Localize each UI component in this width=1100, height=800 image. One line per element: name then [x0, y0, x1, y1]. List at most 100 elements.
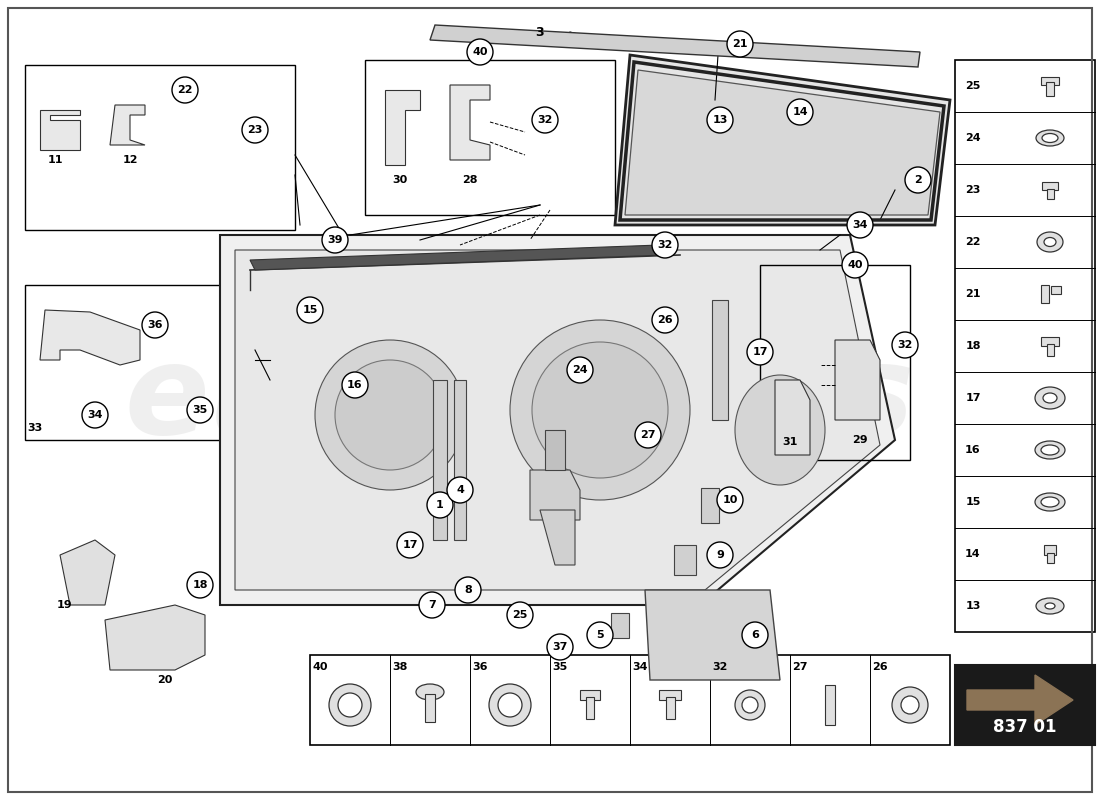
Circle shape [419, 592, 446, 618]
Polygon shape [104, 605, 205, 670]
Text: 15: 15 [966, 497, 981, 507]
Ellipse shape [1035, 441, 1065, 459]
Text: 32: 32 [658, 240, 673, 250]
Circle shape [532, 107, 558, 133]
Circle shape [172, 77, 198, 103]
Bar [1046, 344, 1054, 356]
Circle shape [187, 572, 213, 598]
Ellipse shape [498, 693, 522, 717]
Bar [1046, 82, 1054, 96]
Text: 17: 17 [403, 540, 418, 550]
Text: 18: 18 [192, 580, 208, 590]
Circle shape [342, 372, 369, 398]
Text: 17: 17 [966, 393, 981, 403]
Bar [825, 685, 835, 725]
Text: 13: 13 [713, 115, 728, 125]
Bar [674, 545, 696, 575]
Text: 33: 33 [28, 423, 43, 433]
Polygon shape [645, 590, 780, 680]
Polygon shape [450, 85, 490, 160]
Text: 23: 23 [248, 125, 263, 135]
Text: 9: 9 [716, 550, 724, 560]
Text: 34: 34 [852, 220, 868, 230]
Polygon shape [430, 25, 920, 67]
Text: 13: 13 [966, 601, 981, 611]
Text: 4: 4 [456, 485, 464, 495]
Text: 6: 6 [751, 630, 759, 640]
Text: 40: 40 [312, 662, 328, 672]
Circle shape [242, 117, 268, 143]
Ellipse shape [1044, 238, 1056, 246]
Circle shape [742, 622, 768, 648]
Text: 27: 27 [640, 430, 656, 440]
Ellipse shape [1041, 445, 1059, 455]
Ellipse shape [1041, 497, 1059, 507]
Text: 16: 16 [965, 445, 981, 455]
Text: 18: 18 [966, 341, 981, 351]
Text: 34: 34 [632, 662, 648, 672]
Text: 5: 5 [596, 630, 604, 640]
Circle shape [587, 622, 613, 648]
Ellipse shape [901, 696, 918, 714]
Text: eurospares: eurospares [125, 339, 915, 461]
Bar [666, 697, 674, 719]
Bar [1041, 337, 1059, 346]
Text: 27: 27 [792, 662, 807, 672]
Bar [955, 60, 1094, 632]
Polygon shape [110, 105, 145, 145]
Ellipse shape [1045, 603, 1055, 609]
Text: 17: 17 [752, 347, 768, 357]
Ellipse shape [1035, 387, 1065, 409]
Text: 20: 20 [157, 675, 173, 685]
Circle shape [717, 487, 743, 513]
Circle shape [905, 167, 931, 193]
Circle shape [566, 357, 593, 383]
Polygon shape [530, 470, 580, 520]
Text: 24: 24 [965, 133, 981, 143]
Circle shape [510, 320, 690, 500]
Text: 37: 37 [552, 642, 568, 652]
Circle shape [532, 342, 668, 478]
Circle shape [336, 360, 446, 470]
Text: 25: 25 [513, 610, 528, 620]
Text: 23: 23 [966, 185, 981, 195]
Text: 21: 21 [966, 289, 981, 299]
Text: 8: 8 [464, 585, 472, 595]
Polygon shape [615, 55, 950, 225]
Bar [701, 487, 719, 522]
Bar [955, 665, 1094, 745]
Bar [1050, 286, 1062, 294]
Text: 28: 28 [462, 175, 477, 185]
Circle shape [187, 397, 213, 423]
Circle shape [707, 542, 733, 568]
Bar [610, 613, 629, 638]
Circle shape [397, 532, 424, 558]
Circle shape [747, 339, 773, 365]
Bar [425, 694, 435, 722]
Polygon shape [40, 310, 140, 365]
Bar [1041, 77, 1059, 85]
Text: 10: 10 [723, 495, 738, 505]
Polygon shape [385, 90, 420, 165]
Bar [1046, 553, 1054, 563]
Circle shape [455, 577, 481, 603]
Text: 32: 32 [713, 662, 728, 672]
Polygon shape [540, 510, 575, 565]
Ellipse shape [490, 684, 531, 726]
Text: 2: 2 [914, 175, 922, 185]
Polygon shape [250, 245, 666, 270]
Ellipse shape [742, 697, 758, 713]
Bar [1044, 545, 1056, 555]
Circle shape [322, 227, 348, 253]
Polygon shape [625, 70, 940, 215]
Text: 14: 14 [792, 107, 807, 117]
Bar [760, 265, 910, 460]
Bar [659, 690, 681, 700]
Ellipse shape [1036, 598, 1064, 614]
Bar [580, 690, 600, 700]
Bar [433, 380, 447, 540]
Text: 32: 32 [898, 340, 913, 350]
Circle shape [507, 602, 534, 628]
Text: 35: 35 [552, 662, 568, 672]
Text: 7: 7 [428, 600, 436, 610]
